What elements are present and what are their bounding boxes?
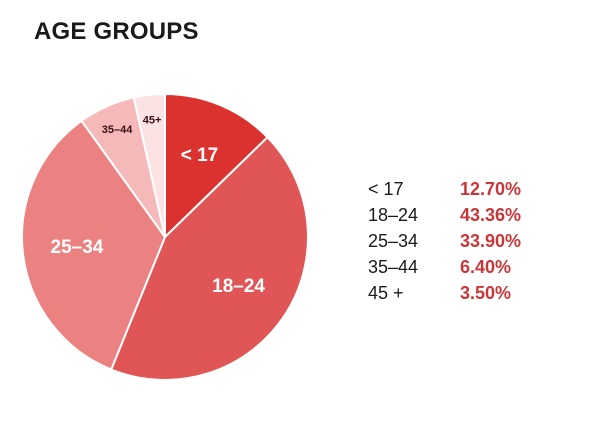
- legend-label-4: 45 +: [368, 283, 404, 303]
- chart-title: AGE GROUPS: [34, 18, 199, 45]
- legend-value-3: 6.40%: [460, 257, 512, 277]
- legend-row-2: 25–34 33.90%: [368, 228, 521, 254]
- legend-label-0: < 17: [368, 179, 404, 199]
- legend-value-0: 12.70%: [460, 179, 522, 199]
- legend-value-1: 43.36%: [460, 205, 522, 225]
- legend-row-3: 35–44 6.40%: [368, 254, 521, 280]
- pie-slice-label-3: 35–44: [102, 124, 133, 136]
- pie-slice-2: [21, 119, 167, 371]
- legend: < 17 12.70% 18–24 43.36% 25–34 33.90% 35–44 6.4…: [368, 176, 521, 306]
- legend-row-1: 18–24 43.36%: [368, 202, 521, 228]
- legend-value-2: 33.90%: [460, 231, 522, 251]
- legend-row-4: 45 + 3.50%: [368, 280, 521, 306]
- pie-slice-0: [164, 92, 269, 240]
- pie-slice-label-1: 18–24: [212, 276, 265, 297]
- pie-slice-1: [109, 135, 309, 381]
- pie-slice-label-2: 25–34: [51, 237, 104, 258]
- legend-label-3: 35–44: [368, 257, 419, 277]
- legend-label-1: 18–24: [368, 205, 419, 225]
- pie-slice-label-4: 45+: [143, 114, 162, 126]
- pie-slice-label-0: < 17: [181, 145, 219, 166]
- legend-row-0: < 17 12.70%: [368, 176, 521, 202]
- pie-slice-4: [132, 92, 166, 238]
- legend-value-4: 3.50%: [460, 283, 512, 303]
- legend-label-2: 25–34: [368, 231, 419, 251]
